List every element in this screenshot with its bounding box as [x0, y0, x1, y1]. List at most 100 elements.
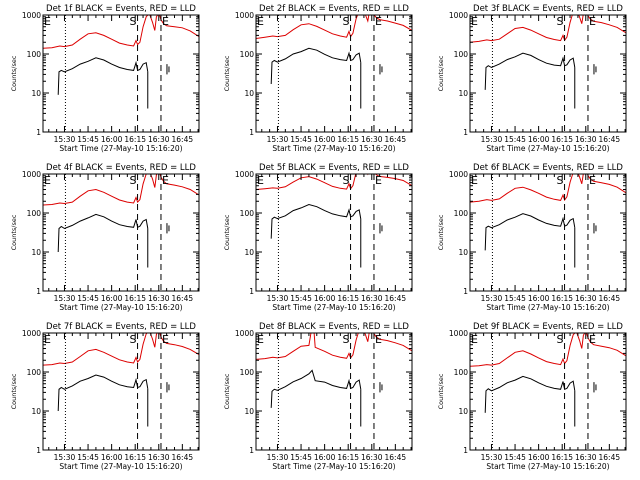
x-axis-label: Start Time (27-May-10 15:16:20) — [272, 303, 395, 312]
x-tick-label: 16:00 — [101, 453, 123, 462]
series-events-line — [270, 203, 362, 239]
panel-title: Det 4f BLACK = Events, RED = LLD — [46, 163, 196, 173]
x-tick-label: 16:30 — [148, 453, 170, 462]
series-lld-line — [43, 333, 199, 366]
series-lld-line — [256, 15, 412, 39]
x-tick-label: 15:45 — [504, 453, 526, 462]
y-tick-label: 10 — [31, 407, 41, 416]
y-tick-label: 10 — [244, 248, 254, 257]
y-tick-label: 1000 — [22, 329, 41, 338]
x-axis-label: Start Time (27-May-10 15:16:20) — [59, 303, 182, 312]
y-tick-label: 10 — [458, 407, 468, 416]
y-axis-label: Counts/sec — [10, 55, 18, 91]
plot-frame — [42, 14, 200, 133]
x-tick-label: 16:45 — [172, 294, 194, 303]
x-tick-label: 16:30 — [361, 135, 383, 144]
plot-frame — [255, 332, 413, 451]
y-tick-label: 1 — [249, 128, 254, 137]
x-tick-label: 16:00 — [528, 453, 550, 462]
panel-title: Det 5f BLACK = Events, RED = LLD — [259, 163, 409, 173]
x-tick-label: 16:45 — [172, 453, 194, 462]
y-tick-label: 1000 — [22, 170, 41, 179]
y-tick-label: 100 — [240, 209, 255, 218]
end-marker-label: E — [162, 174, 169, 187]
start-marker-label: S — [130, 15, 137, 28]
y-tick-label: 100 — [27, 368, 42, 377]
x-axis-label: Start Time (27-May-10 15:16:20) — [486, 144, 609, 153]
end-marker-label: E — [589, 333, 596, 346]
plot-frame — [469, 332, 627, 451]
y-tick-label: 1000 — [449, 11, 468, 20]
y-tick-label: 100 — [27, 209, 42, 218]
y-tick-label: 1000 — [235, 170, 254, 179]
y-axis-label: Counts/sec — [437, 55, 445, 91]
left-marker-label: E — [471, 174, 478, 187]
y-axis-label: Counts/sec — [437, 214, 445, 250]
y-tick-label: 1000 — [449, 170, 468, 179]
y-tick-label: 100 — [27, 50, 42, 59]
y-tick-label: 100 — [240, 50, 255, 59]
y-tick-label: 10 — [244, 407, 254, 416]
x-tick-label: 16:45 — [599, 453, 621, 462]
y-tick-label: 10 — [458, 248, 468, 257]
end-marker-label: E — [162, 15, 169, 28]
x-axis-label: Start Time (27-May-10 15:16:20) — [272, 144, 395, 153]
x-tick-label: 16:00 — [314, 453, 336, 462]
series-events-line — [57, 374, 149, 412]
x-axis-label: Start Time (27-May-10 15:16:20) — [486, 303, 609, 312]
y-tick-label: 1 — [463, 128, 468, 137]
x-tick-label: 16:15 — [124, 294, 146, 303]
left-marker-label: E — [257, 174, 264, 187]
plot-frame — [42, 332, 200, 451]
end-marker-label: E — [589, 15, 596, 28]
x-tick-label: 16:45 — [385, 294, 407, 303]
y-tick-label: 1 — [463, 446, 468, 455]
y-axis-label: Counts/sec — [437, 373, 445, 409]
x-tick-label: 16:30 — [361, 294, 383, 303]
x-tick-label: 15:45 — [290, 294, 312, 303]
x-axis-label: Start Time (27-May-10 15:16:20) — [59, 462, 182, 471]
left-marker-label: E — [471, 15, 478, 28]
y-tick-label: 1 — [463, 287, 468, 296]
x-tick-label: 15:30 — [267, 294, 289, 303]
y-tick-label: 1000 — [235, 11, 254, 20]
y-tick-label: 1 — [249, 446, 254, 455]
series-lld-line — [470, 333, 626, 367]
series-lld-line — [470, 174, 626, 203]
x-tick-label: 15:45 — [504, 294, 526, 303]
x-tick-label: 16:30 — [575, 135, 597, 144]
x-tick-label: 16:00 — [314, 135, 336, 144]
x-tick-label: 15:30 — [54, 135, 76, 144]
y-tick-label: 1 — [36, 287, 41, 296]
x-tick-label: 16:15 — [551, 135, 573, 144]
y-tick-label: 1000 — [22, 11, 41, 20]
plot-frame — [469, 173, 627, 292]
y-tick-label: 10 — [31, 248, 41, 257]
x-tick-label: 16:15 — [551, 453, 573, 462]
panel-title: Det 7f BLACK = Events, RED = LLD — [46, 322, 196, 332]
x-tick-label: 16:00 — [528, 294, 550, 303]
x-tick-label: 16:00 — [528, 135, 550, 144]
x-axis-label: Start Time (27-May-10 15:16:20) — [272, 462, 395, 471]
panel-title: Det 9f BLACK = Events, RED = LLD — [473, 322, 623, 332]
left-marker-label: E — [44, 333, 51, 346]
left-marker-label: E — [471, 333, 478, 346]
y-tick-label: 100 — [454, 368, 469, 377]
y-tick-label: 1000 — [235, 329, 254, 338]
series-lld-line — [256, 333, 412, 360]
y-tick-label: 1 — [36, 128, 41, 137]
start-marker-label: S — [130, 333, 137, 346]
y-tick-label: 10 — [31, 89, 41, 98]
plot-frame — [255, 173, 413, 292]
y-tick-label: 1000 — [449, 329, 468, 338]
start-marker-label: S — [343, 15, 350, 28]
end-marker-label: E — [162, 333, 169, 346]
x-tick-label: 16:45 — [385, 453, 407, 462]
y-axis-label: Counts/sec — [223, 214, 231, 250]
y-axis-label: Counts/sec — [223, 373, 231, 409]
left-marker-label: E — [257, 333, 264, 346]
